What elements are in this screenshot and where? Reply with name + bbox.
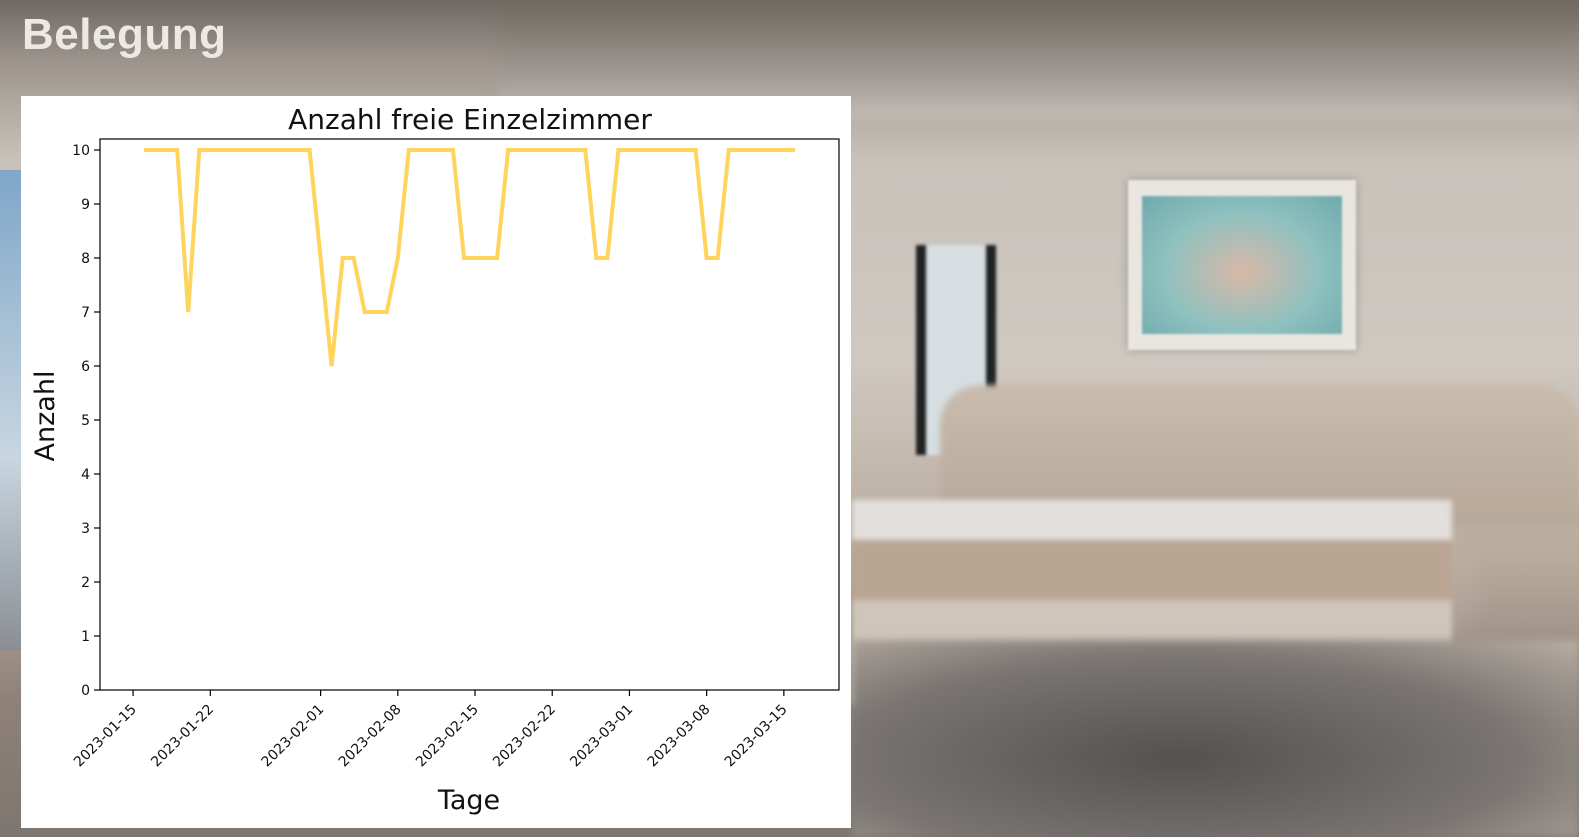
y-tick-label: 6 [81,359,90,375]
y-tick-label: 8 [81,251,90,267]
y-tick-label: 0 [81,683,90,699]
data-point [794,149,796,151]
data-point [353,257,355,259]
data-point [463,257,465,259]
x-tick-label: 2023-02-01 [259,702,328,771]
y-axis: 0 1 2 3 4 5 6 7 8 9 10 [72,143,100,699]
data-point [452,149,454,151]
chart-title: Anzahl freie Einzelzimmer [288,103,652,136]
data-point [496,257,498,259]
data-point [143,149,145,151]
data-point [198,149,200,151]
data-point [187,311,189,313]
background-rug [852,640,1579,837]
occupancy-chart: Anzahl freie Einzelzimmer 0 1 2 3 4 5 6 7 8 9 10 2… [30,103,840,816]
x-tick-label: 2023-02-22 [490,702,559,771]
data-point [342,257,344,259]
background-painting [1128,180,1356,350]
data-point [728,149,730,151]
x-tick-label: 2023-01-15 [71,702,140,771]
y-tick-label: 4 [81,467,90,483]
data-point [717,257,719,259]
background-window-left [0,170,22,650]
data-point [706,257,708,259]
x-tick-label: 2023-01-22 [148,702,217,771]
data-point [309,149,311,151]
data-point [606,257,608,259]
y-tick-label: 9 [81,197,90,213]
x-tick-label: 2023-03-15 [722,702,791,771]
data-point [617,149,619,151]
x-tick-label: 2023-02-15 [413,702,482,771]
data-point [397,257,399,259]
y-tick-label: 2 [81,575,90,591]
x-axis-label: Tage [437,785,500,816]
series-line-0 [144,148,795,367]
page-title: Belegung [22,10,227,59]
data-point [386,311,388,313]
x-tick-label: 2023-03-08 [645,702,714,771]
y-tick-label: 5 [81,413,90,429]
background-headboard [940,385,1579,525]
data-point [331,365,333,367]
background-bed [852,500,1452,705]
data-point [584,149,586,151]
plot-frame [99,138,840,691]
chart-card: Anzahl freie Einzelzimmer 0 1 2 3 4 5 6 7 8 9 10 2… [21,96,851,828]
data-point [695,149,697,151]
x-axis: 2023-01-15 2023-01-22 2023-02-01 2023-02-08… [71,690,791,770]
y-tick-label: 7 [81,305,90,321]
data-point [408,149,410,151]
y-tick-label: 1 [81,629,90,645]
y-axis-label: Anzahl [30,371,61,462]
y-tick-label: 3 [81,521,90,537]
background-window [916,245,996,455]
y-tick-label: 10 [72,143,90,159]
data-point [595,257,597,259]
series-group [143,148,796,367]
x-tick-label: 2023-02-08 [336,702,405,771]
x-tick-label: 2023-03-01 [567,702,636,771]
data-point [364,311,366,313]
data-point [507,149,509,151]
data-point [176,149,178,151]
